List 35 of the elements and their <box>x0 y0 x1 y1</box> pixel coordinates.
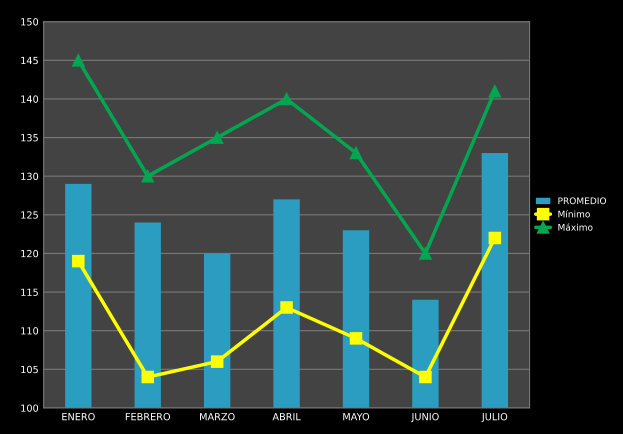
x-tick-label: MAYO <box>343 412 370 420</box>
y-tick-label: 135 <box>21 134 38 142</box>
y-tick-label: 150 <box>21 18 38 26</box>
x-tick-label: ABRIL <box>272 413 301 420</box>
y-tick-label: 130 <box>21 172 38 180</box>
point <box>280 301 293 314</box>
y-tick-label: 140 <box>21 95 38 103</box>
x-tick-label: MARZO <box>200 412 235 420</box>
y-tick-label: 145 <box>21 56 38 64</box>
y-tick-label: 115 <box>21 288 38 296</box>
legend-label: PROMEDIO <box>558 197 606 204</box>
point <box>419 370 432 384</box>
point <box>350 332 362 345</box>
point <box>488 232 502 244</box>
y-tick-label: 100 <box>21 404 38 412</box>
point <box>280 92 293 106</box>
y-tick-label: 120 <box>21 250 38 258</box>
point <box>488 84 502 98</box>
legend-label: Máximo <box>558 223 593 231</box>
point <box>350 146 362 160</box>
x-tick-label: FEBRERO <box>126 412 170 420</box>
point <box>210 355 224 368</box>
point <box>141 170 154 182</box>
x-tick-label: ENERO <box>62 412 95 420</box>
point <box>141 370 154 384</box>
point <box>210 131 224 144</box>
point <box>72 54 85 67</box>
y-tick-label: 125 <box>21 211 38 219</box>
y-tick-label: 110 <box>21 327 38 335</box>
x-tick-label: JUNIO <box>411 412 439 422</box>
y-tick-label: 105 <box>21 366 38 374</box>
point <box>419 247 432 260</box>
point <box>72 254 85 268</box>
legend-label: Mínimo <box>558 210 590 218</box>
x-tick-label: JULIO <box>481 412 508 422</box>
